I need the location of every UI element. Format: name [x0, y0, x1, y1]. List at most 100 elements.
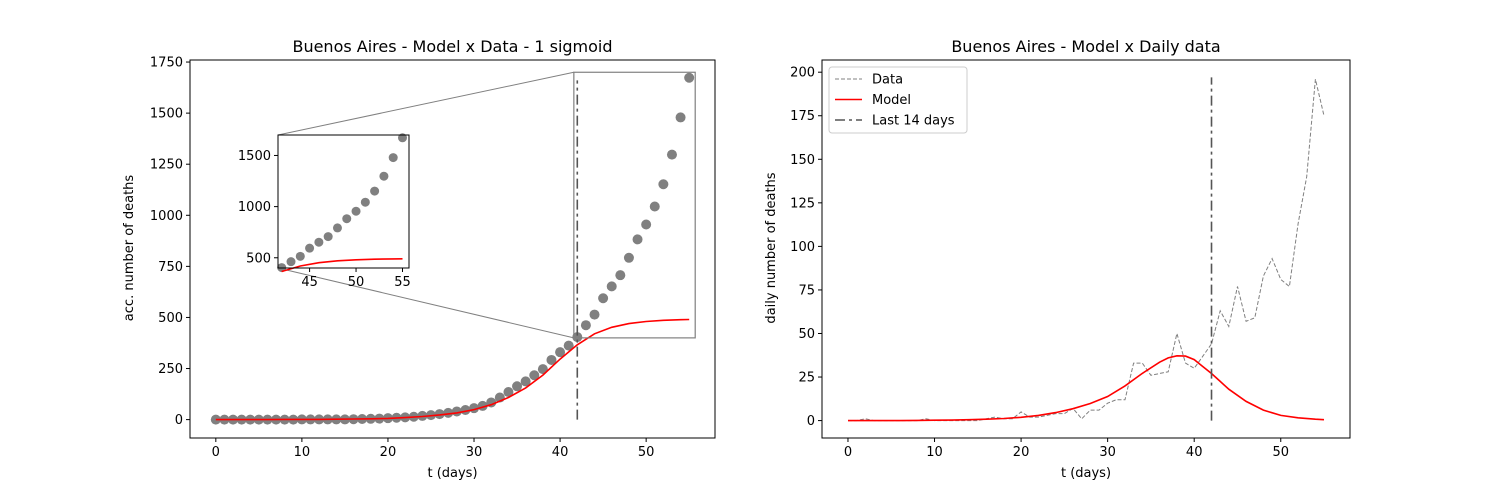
chart-daily-deaths: Buenos Aires - Model x Daily data t (day…: [764, 37, 1351, 481]
y-tick-label: 1750: [150, 56, 183, 71]
legend-label: Model: [872, 93, 911, 108]
chart-title: Buenos Aires - Model x Daily data: [951, 37, 1220, 56]
data-point: [589, 309, 600, 320]
inset-data-point: [388, 153, 398, 163]
inset-frame: [277, 134, 410, 269]
inset-data-point: [332, 223, 342, 233]
inset-data-point: [323, 232, 333, 242]
data-point: [580, 320, 591, 331]
data-point: [598, 293, 609, 304]
model-line: [215, 318, 690, 421]
axes-frame: [189, 59, 716, 439]
inset-data-point: [342, 214, 352, 224]
y-tick-label: 50: [798, 327, 815, 342]
x-tick-label: 0: [844, 445, 852, 460]
data-point: [649, 201, 660, 212]
y-tick-label: 1000: [150, 209, 183, 224]
zoom-indicator: [277, 71, 696, 339]
inset-data-point: [305, 243, 315, 253]
x-tick-label: 40: [1186, 445, 1203, 460]
inset-data-point: [379, 171, 389, 181]
y-tick-label: 1250: [150, 158, 183, 173]
data-point: [434, 409, 445, 420]
data-point: [512, 381, 523, 392]
inset-data-point: [360, 197, 370, 207]
data-point: [666, 149, 677, 160]
inset-y-tick-label: 1000: [238, 200, 271, 215]
data-point: [555, 347, 566, 358]
data-point: [632, 234, 643, 245]
legend-box: [828, 66, 968, 134]
data-point: [563, 340, 574, 351]
data-point: [503, 387, 514, 398]
y-tick-label: 75: [798, 283, 815, 298]
data-point: [546, 354, 557, 365]
x-tick-label: 40: [552, 445, 569, 460]
inset-x-tick-label: 55: [394, 275, 411, 290]
inset-data-point: [351, 206, 361, 216]
data-point: [529, 370, 540, 381]
inset-model-line: [281, 258, 403, 273]
data-point: [684, 72, 695, 83]
plot-area: [848, 77, 1325, 422]
inset-data-point: [370, 186, 380, 196]
data-point: [623, 252, 634, 263]
y-tick-label: 100: [790, 240, 815, 255]
x-axis-label: t (days): [1061, 466, 1111, 481]
y-tick-label: 125: [790, 196, 815, 211]
y-tick-label: 750: [158, 260, 183, 275]
inset-y-tick-label: 500: [246, 251, 271, 266]
legend-label: Last 14 days: [872, 114, 955, 129]
x-tick-label: 20: [1013, 445, 1030, 460]
inset-data-point: [286, 257, 296, 267]
y-tick-label: 250: [158, 362, 183, 377]
data-point: [520, 376, 531, 387]
series-line-model: [848, 354, 1325, 422]
x-tick-label: 0: [212, 445, 220, 460]
data-point: [606, 281, 617, 292]
inset-x-tick-label: 45: [301, 275, 318, 290]
x-tick-label: 10: [294, 445, 311, 460]
y-axis-label: acc. number of deaths: [122, 175, 137, 322]
x-tick-label: 50: [638, 445, 655, 460]
y-axis-label: daily number of deaths: [764, 172, 779, 323]
y-tick-label: 500: [158, 311, 183, 326]
data-point: [537, 364, 548, 375]
legend-label: Data: [872, 73, 903, 88]
chart-title: Buenos Aires - Model x Data - 1 sigmoid: [292, 37, 612, 56]
data-point: [641, 219, 652, 230]
plot-area: [210, 72, 695, 425]
chart-accumulated-deaths: Buenos Aires - Model x Data - 1 sigmoid …: [122, 37, 716, 481]
y-tick-label: 150: [790, 153, 815, 168]
inset-x-tick-label: 50: [348, 275, 365, 290]
y-tick-label: 1500: [150, 107, 183, 122]
x-tick-label: 50: [1272, 445, 1289, 460]
inset-background: [278, 135, 409, 268]
zoom-connector: [277, 71, 574, 136]
inset-data-point: [397, 133, 407, 143]
inset-y-tick-label: 1500: [238, 149, 271, 164]
x-tick-label: 30: [1099, 445, 1116, 460]
x-tick-label: 10: [926, 445, 943, 460]
y-tick-label: 0: [175, 413, 183, 428]
zoom-connector: [277, 267, 574, 339]
y-tick-label: 25: [798, 371, 815, 386]
inset-chart: 45 50 55 500 1000 1500: [238, 133, 411, 290]
inset-data-point: [295, 251, 305, 261]
series-line-data: [848, 79, 1325, 422]
data-point: [615, 270, 626, 281]
legend: Data Model Last 14 days: [828, 66, 968, 134]
x-tick-label: 20: [380, 445, 397, 460]
y-tick-label: 0: [807, 414, 815, 429]
data-point: [572, 332, 583, 343]
x-tick-label: 30: [466, 445, 483, 460]
y-tick-label: 175: [790, 109, 815, 124]
zoom-box: [573, 71, 696, 339]
x-axis-label: t (days): [427, 466, 477, 481]
data-point: [658, 179, 669, 190]
data-point: [443, 407, 454, 418]
axis-ticks: 0 10 20 30 40 50 0 25 50 75 100 125 150 175 200: [790, 66, 1289, 460]
inset-data-point: [314, 237, 324, 247]
